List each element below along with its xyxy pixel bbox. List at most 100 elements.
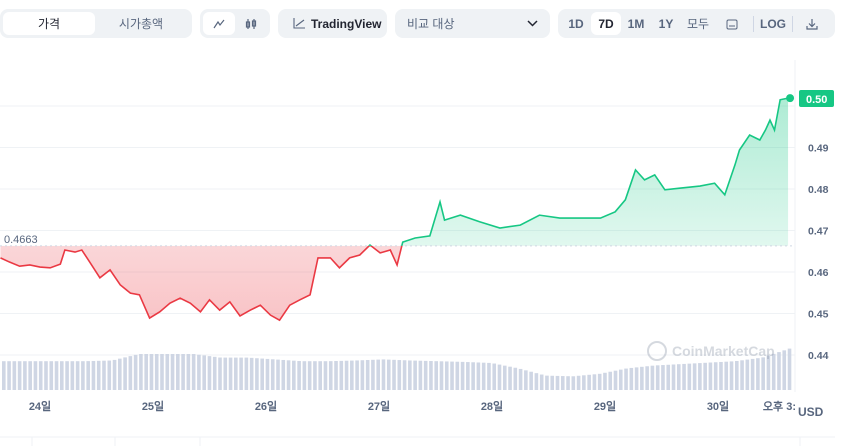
volume-bar bbox=[170, 354, 175, 390]
volume-bar bbox=[144, 354, 148, 390]
volume-bar bbox=[719, 361, 723, 390]
chart-style-toggle bbox=[200, 9, 270, 38]
volume-bar bbox=[23, 361, 27, 390]
volume-bar bbox=[318, 361, 322, 390]
area-fill-down bbox=[0, 245, 789, 321]
volume-bar bbox=[191, 354, 196, 390]
volume-bar bbox=[365, 360, 370, 390]
volume-bar bbox=[234, 357, 238, 390]
volume-bar bbox=[65, 361, 69, 390]
volume-bar bbox=[244, 357, 249, 390]
volume-bar bbox=[571, 376, 576, 390]
volume-bar bbox=[239, 357, 243, 390]
volume-bar bbox=[450, 361, 454, 390]
range-1y[interactable]: 1Y bbox=[658, 16, 674, 31]
x-tick-label: 29일 bbox=[594, 399, 616, 413]
volume-bar bbox=[207, 356, 212, 390]
volume-bar bbox=[524, 370, 528, 390]
volume-bar bbox=[476, 362, 481, 390]
volume-bar bbox=[154, 354, 159, 390]
volume-bar bbox=[281, 359, 286, 390]
volume-bar bbox=[560, 376, 565, 390]
volume-bar bbox=[260, 358, 264, 390]
volume-bar bbox=[566, 376, 570, 390]
line-chart-icon bbox=[213, 19, 225, 28]
volume-bar bbox=[613, 370, 618, 390]
volume-bar bbox=[740, 360, 744, 390]
volume-bar bbox=[508, 366, 512, 390]
volume-bar bbox=[255, 358, 259, 390]
volume-bar bbox=[529, 371, 533, 390]
volume-bar bbox=[123, 357, 127, 390]
volume-bar bbox=[118, 358, 122, 390]
volume-bar bbox=[418, 360, 423, 390]
line-chart-button[interactable] bbox=[203, 12, 235, 35]
volume-bar bbox=[12, 361, 17, 390]
chevron-down-icon bbox=[527, 20, 538, 27]
volume-bar bbox=[692, 363, 697, 390]
volume-bar bbox=[518, 368, 523, 390]
y-tick-label: 0.44 bbox=[808, 350, 829, 362]
volume-bar bbox=[471, 362, 475, 390]
volume-bar bbox=[344, 360, 349, 390]
compare-label: 비교 대상 bbox=[407, 17, 455, 31]
volume-bar bbox=[133, 354, 138, 390]
volume-bar bbox=[376, 359, 381, 390]
x-tick-label: 25일 bbox=[142, 399, 164, 413]
volume-bar bbox=[676, 364, 681, 390]
volume-bar bbox=[787, 348, 792, 390]
watermark-text: CoinMarketCap bbox=[672, 343, 775, 359]
volume-bar bbox=[734, 361, 739, 390]
volume-bar bbox=[408, 360, 412, 390]
volume-bar bbox=[402, 360, 407, 390]
volume-bar bbox=[17, 361, 22, 390]
volume-bar bbox=[307, 361, 312, 390]
log-toggle[interactable]: LOG bbox=[760, 16, 786, 31]
download-icon bbox=[806, 18, 818, 30]
volume-bar bbox=[176, 354, 180, 390]
volume-bar bbox=[724, 361, 729, 390]
candlestick-button[interactable] bbox=[235, 12, 267, 35]
date-picker-button[interactable] bbox=[715, 12, 749, 35]
volume-bar bbox=[297, 361, 301, 390]
volume-bar bbox=[492, 363, 497, 390]
volume-bar bbox=[70, 361, 75, 390]
volume-bar bbox=[165, 354, 170, 390]
volume-bar bbox=[682, 363, 686, 390]
volume-bar bbox=[270, 359, 275, 390]
volume-bar bbox=[634, 367, 639, 390]
volume-bar bbox=[128, 356, 133, 390]
range-7d[interactable]: 7D bbox=[591, 12, 621, 35]
range-1m[interactable]: 1M bbox=[627, 16, 645, 31]
compare-dropdown[interactable]: 비교 대상 bbox=[395, 9, 550, 38]
price-line-up bbox=[367, 97, 789, 246]
volume-bar bbox=[455, 361, 460, 390]
range-all[interactable]: 모두 bbox=[686, 17, 710, 31]
volume-bar bbox=[386, 359, 391, 390]
tab-market-cap[interactable]: 시가총액 bbox=[118, 17, 164, 31]
range-selector: 1D 7D 1M 1Y 모두 LOG bbox=[558, 9, 835, 38]
current-price-label: 0.50 bbox=[806, 94, 827, 106]
download-button[interactable] bbox=[797, 12, 827, 35]
price-line-down bbox=[0, 245, 403, 322]
range-1d[interactable]: 1D bbox=[568, 16, 584, 31]
volume-bar bbox=[761, 357, 765, 390]
y-tick-label: 0.48 bbox=[808, 184, 829, 196]
volume-bar bbox=[323, 361, 328, 390]
volume-bar bbox=[186, 354, 191, 390]
volume-bar bbox=[86, 361, 90, 390]
x-tick-label: 27일 bbox=[368, 399, 390, 413]
volume-bar bbox=[650, 365, 655, 390]
volume-bar bbox=[292, 360, 296, 390]
divider bbox=[753, 15, 754, 32]
tab-price[interactable]: 가격 bbox=[3, 12, 95, 35]
volume-bar bbox=[81, 361, 85, 390]
tradingview-button[interactable]: TradingView bbox=[278, 9, 387, 38]
volume-bar bbox=[350, 360, 354, 390]
volume-bar bbox=[545, 375, 549, 390]
volume-bar bbox=[96, 360, 101, 390]
trend-line-icon bbox=[293, 18, 305, 29]
volume-bar bbox=[624, 368, 628, 390]
volume-bar bbox=[703, 362, 707, 390]
